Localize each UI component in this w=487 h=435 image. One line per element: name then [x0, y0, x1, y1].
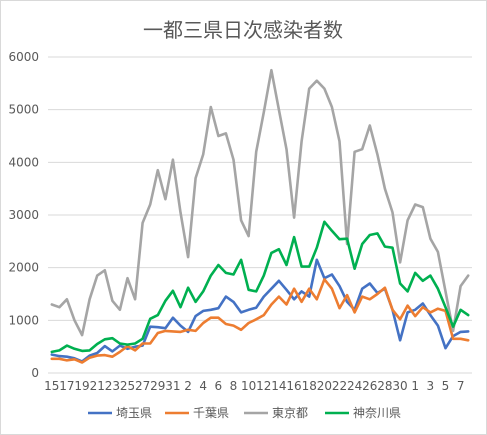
x-tick-label: 3: [427, 379, 435, 393]
x-tick-label: 17: [59, 379, 74, 393]
y-tick-label: 0: [31, 366, 39, 380]
x-tick-label: 24: [347, 379, 362, 393]
y-axis-ticks: 0 1000 2000 3000 4000 5000 6000: [8, 50, 39, 380]
legend-label: 埼玉県: [116, 406, 152, 420]
y-tick-label: 3000: [8, 208, 39, 222]
y-tick-label: 1000: [8, 313, 39, 327]
x-tick-label: 16: [286, 379, 301, 393]
grid-layer: [48, 56, 472, 374]
series-line-3: [50, 220, 470, 354]
x-tick-label: 4: [199, 379, 207, 393]
x-tick-label: 21: [90, 379, 105, 393]
x-tick-label: 25: [120, 379, 135, 393]
series-layer: [50, 68, 470, 364]
y-tick-label: 4000: [8, 155, 39, 169]
y-tick-label: 2000: [8, 261, 39, 275]
x-tick-label: 19: [74, 379, 89, 393]
y-tick-label: 5000: [8, 103, 39, 117]
legend-label: 神奈川県: [353, 406, 401, 420]
y-tick-label: 6000: [8, 50, 39, 64]
series-line-2: [50, 68, 470, 337]
x-tick-label: 6: [215, 379, 223, 393]
legend: 埼玉県 千葉県 東京都 神奈川県: [88, 406, 401, 420]
x-tick-label: 8: [230, 379, 238, 393]
x-tick-label: 15: [44, 379, 59, 393]
x-tick-label: 27: [135, 379, 150, 393]
x-tick-label: 23: [105, 379, 120, 393]
x-tick-label: 20: [317, 379, 332, 393]
x-tick-label: 2: [184, 379, 192, 393]
legend-label: 東京都: [272, 406, 308, 420]
chart-title: 一都三県日次感染者数: [143, 18, 343, 42]
x-tick-label: 5: [442, 379, 450, 393]
x-tick-label: 18: [302, 379, 317, 393]
x-tick-label: 1: [411, 379, 419, 393]
series-line-1: [50, 277, 470, 364]
x-tick-label: 14: [271, 379, 286, 393]
x-tick-label: 26: [362, 379, 377, 393]
x-tick-label: 7: [457, 379, 465, 393]
x-axis-ticks: 15 17 19 21 23 25 27 29 31 2 4 6 8 10 12 14 16 18 20 22 24 26…: [44, 379, 464, 393]
x-tick-label: 28: [377, 379, 392, 393]
legend-label: 千葉県: [193, 406, 229, 420]
x-tick-label: 31: [165, 379, 180, 393]
x-tick-label: 29: [150, 379, 165, 393]
x-tick-label: 10: [241, 379, 256, 393]
x-tick-label: 12: [256, 379, 271, 393]
series-line-0: [50, 258, 470, 363]
x-tick-label: 30: [392, 379, 407, 393]
x-tick-label: 22: [332, 379, 347, 393]
